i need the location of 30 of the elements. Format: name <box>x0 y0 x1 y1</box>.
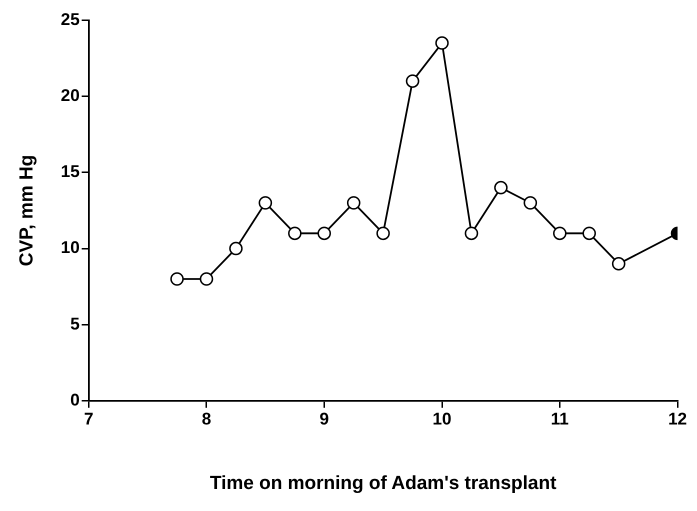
x-tick-label: 12 <box>668 410 688 429</box>
point <box>524 196 538 210</box>
y-tick-label: 20 <box>60 86 80 106</box>
y-tick-label: 25 <box>60 10 80 29</box>
x-tick-label: 10 <box>432 410 452 429</box>
y-tick-label: 5 <box>70 314 80 334</box>
point <box>229 242 243 256</box>
point <box>288 226 302 240</box>
y-axis-title: CVP, mm Hg <box>16 154 38 266</box>
x-tick-label: 11 <box>550 410 569 429</box>
point <box>582 226 596 240</box>
x-axis-title: Time on morning of Adam's transplant <box>210 472 558 494</box>
point <box>406 74 420 88</box>
point <box>376 226 390 240</box>
x-tick-label: 7 <box>84 410 94 429</box>
point <box>494 180 508 194</box>
point <box>346 196 360 210</box>
point <box>317 226 331 240</box>
y-tick-label: 10 <box>60 238 80 258</box>
x-tick-label: 8 <box>202 410 212 429</box>
y-tick-label: 15 <box>60 162 80 182</box>
point <box>612 257 626 271</box>
point <box>435 36 449 50</box>
point <box>464 226 478 240</box>
y-tick-label: 0 <box>70 390 80 410</box>
point <box>170 272 184 286</box>
x-tick-label: 9 <box>320 410 329 429</box>
point <box>200 272 214 286</box>
point <box>258 196 272 210</box>
point <box>553 226 567 240</box>
